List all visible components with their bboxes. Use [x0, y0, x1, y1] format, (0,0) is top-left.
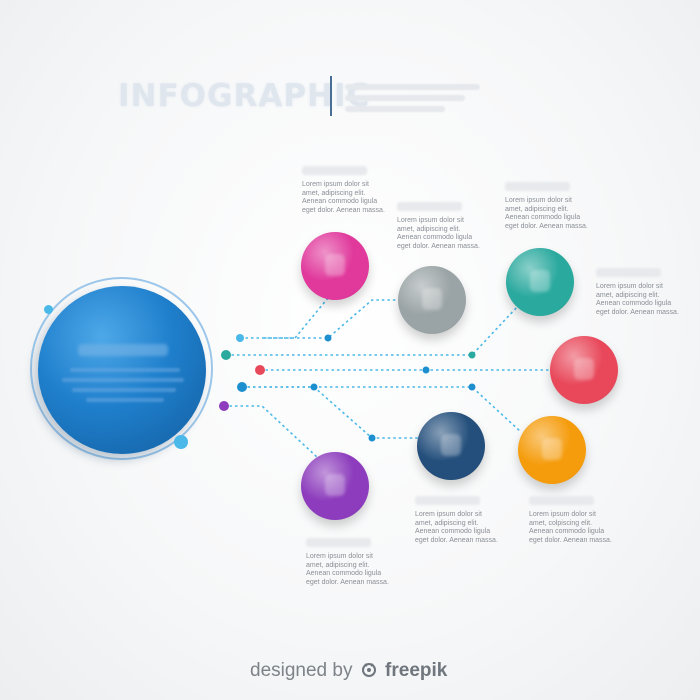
footer-brand: freepik [385, 660, 448, 681]
text-line: Lorem ipsum dolor sit [306, 553, 373, 560]
text-line: Aenean commodo ligula [529, 528, 605, 535]
junction-dot [237, 382, 247, 392]
text-line: eget dolor. Aenean massa. [397, 242, 480, 250]
text-line: Aenean commodo ligula [505, 214, 581, 221]
heading-placeholder [306, 538, 371, 547]
text-line: Aenean commodo ligula [397, 234, 473, 241]
text-line: amet, adipiscing elit. [302, 189, 366, 197]
connector-navy [242, 386, 418, 439]
node-teal-circle [506, 248, 574, 316]
text-line: Lorem ipsum dolor sit [415, 511, 482, 518]
main-circle-text-placeholder [72, 388, 176, 392]
page-title: INFOGRAPHIC [118, 78, 371, 114]
text-line: Lorem ipsum dolor sit [505, 197, 572, 204]
heading-placeholder [505, 182, 570, 191]
footer-prefix: designed by [250, 660, 353, 681]
main-circle-text-placeholder [70, 368, 180, 372]
text-line: Lorem ipsum dolor sit [397, 217, 464, 224]
connector-purple [224, 405, 319, 459]
footer-credit: designed by freepik [250, 660, 447, 682]
main-circle-ring [30, 277, 213, 460]
node-teal-text: Lorem ipsum dolor sit amet, adipiscing e… [505, 182, 620, 231]
junction-dot [324, 334, 332, 342]
text-line: Aenean commodo ligula [415, 528, 491, 535]
document-icon [441, 434, 461, 456]
lightbulb-icon [530, 270, 550, 292]
node-purple-text: Lorem ipsum dolor sit amet, adipiscing e… [306, 538, 421, 587]
node-red-circle [550, 336, 618, 404]
text-line: amet, adipiscing elit. [415, 519, 479, 527]
heading-placeholder [415, 496, 480, 505]
text-line: eget dolor. Aenean massa. [505, 222, 588, 230]
node-gray-circle [398, 266, 466, 334]
chat-icon [422, 288, 442, 310]
shield-icon [574, 358, 594, 380]
junction-dot [422, 366, 430, 374]
text-line: eget dolor. Aenean massa. [302, 206, 385, 214]
freepik-logo-icon [360, 660, 378, 678]
node-pink-circle [301, 232, 369, 300]
node-orange-circle [518, 416, 586, 484]
junction-dot [221, 350, 231, 360]
title-divider [330, 76, 332, 116]
node-orange-text: Lorem ipsum dolor sit amet, colpiscing e… [529, 496, 644, 545]
text-line: amet, adipiscing elit. [397, 225, 461, 233]
junction-dot [468, 383, 476, 391]
node-navy-circle [417, 412, 485, 480]
subtitle-placeholder [345, 84, 480, 117]
node-navy-text: Lorem ipsum dolor sit amet, adipiscing e… [415, 496, 530, 545]
text-line: amet, adipiscing elit. [505, 205, 569, 213]
text-line: eget dolor. Aenean massa. [306, 578, 389, 586]
people-icon [542, 438, 562, 460]
connector-gray [264, 299, 398, 339]
ring-dot [44, 305, 53, 314]
junction-dot [368, 434, 376, 442]
connector-teal [226, 305, 519, 356]
text-line: Aenean commodo ligula [302, 198, 378, 205]
main-circle [38, 286, 206, 454]
text-line: eget dolor. Aenean massa. [596, 308, 679, 316]
heading-placeholder [397, 202, 462, 211]
text-line: Aenean commodo ligula [596, 300, 672, 307]
text-line: eget dolor. Aenean massa. [415, 536, 498, 544]
text-line: amet, adipiscing elit. [306, 561, 370, 569]
text-line: Lorem ipsum dolor sit [529, 511, 596, 518]
text-line: Aenean commodo ligula [306, 570, 382, 577]
junction-dot [310, 383, 318, 391]
text-line: Lorem ipsum dolor sit [302, 181, 369, 188]
junction-dot [468, 351, 476, 359]
main-circle-text-placeholder [62, 378, 184, 382]
junction-dot [219, 401, 229, 411]
node-red-text: Lorem ipsum dolor sit amet, adipiscing e… [596, 268, 696, 317]
text-line: amet, colpiscing elit. [529, 519, 593, 527]
puzzle-icon [325, 254, 345, 276]
node-gray-text: Lorem ipsum dolor sit amet, adipiscing e… [397, 202, 512, 251]
text-line: eget dolor. Aenean massa. [529, 536, 612, 544]
junction-dot [236, 334, 244, 342]
heading-placeholder [302, 166, 367, 175]
main-circle-title-placeholder [78, 344, 168, 356]
heading-placeholder [529, 496, 594, 505]
text-line: amet, adipiscing elit. [596, 291, 660, 299]
heading-placeholder [596, 268, 661, 277]
junction-dot [255, 365, 265, 375]
ring-dot [174, 435, 188, 449]
node-pink-text: Lorem ipsum dolor sit amet, adipiscing e… [302, 166, 417, 215]
main-circle-text-placeholder [86, 398, 164, 402]
connector-pink [240, 297, 329, 339]
chart-icon [325, 474, 345, 496]
text-line: Lorem ipsum dolor sit [596, 283, 663, 290]
node-purple-circle [301, 452, 369, 520]
